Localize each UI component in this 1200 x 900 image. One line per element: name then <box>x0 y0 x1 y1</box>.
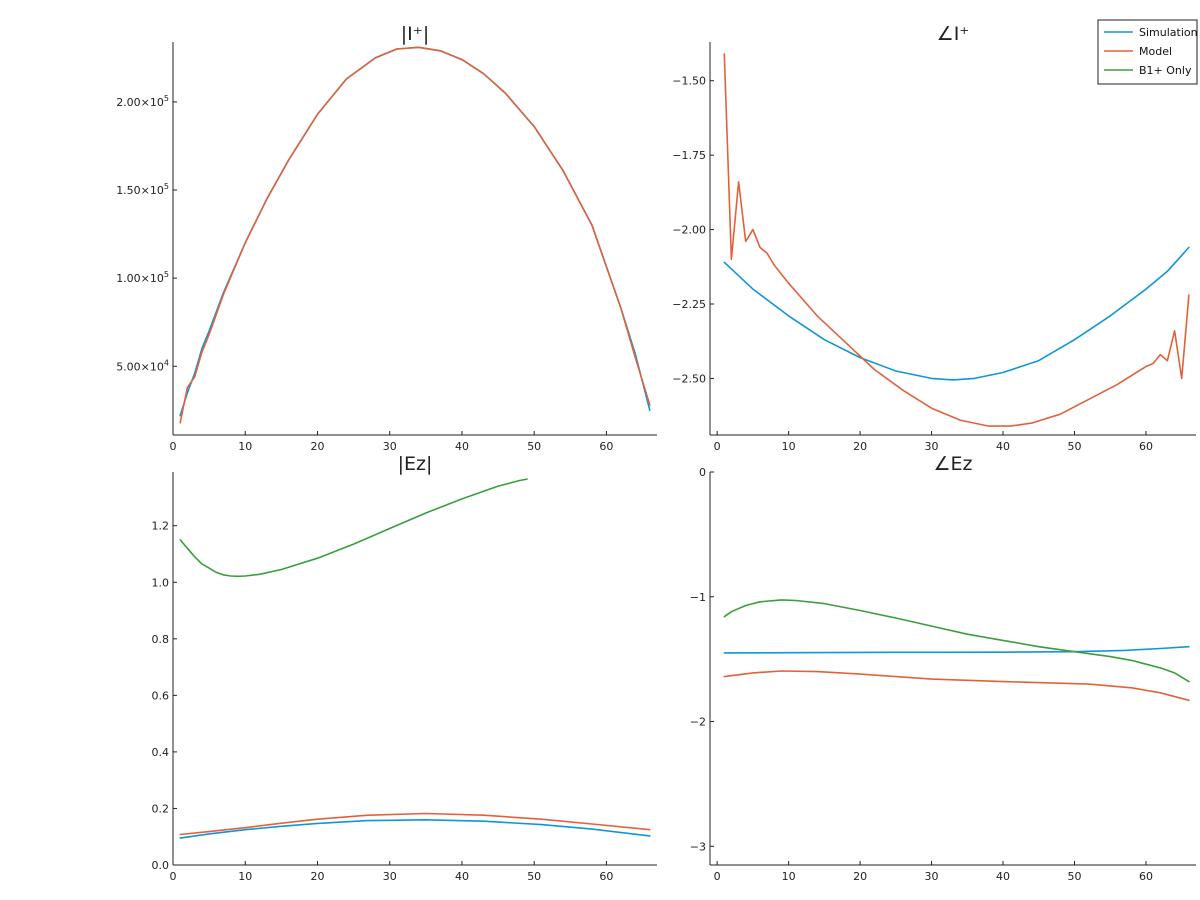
x-tick-label-ang-ez: 20 <box>853 870 867 883</box>
y-tick-label-ang-ez: −1 <box>690 591 706 604</box>
x-tick-label-mag-i: 20 <box>310 440 324 453</box>
series-line-simulation-ang-i <box>723 246 1190 381</box>
x-tick-label-ang-ez: 40 <box>996 870 1010 883</box>
panel-ang-i: ∠I⁺ 0 10 20 30 40 50 60 −1.50 −1.75 −2.00 −2.25 −2.5… <box>672 23 1196 453</box>
x-tick-label-mag-i: 50 <box>527 440 541 453</box>
x-tick-label-ang-i: 10 <box>782 440 796 453</box>
panel-mag-ez: |Ez| 0 10 20 30 40 50 60 0.0 0.2 0.4 0.6 0.8 1.0 1.2 <box>152 453 657 883</box>
x-tick-label-mag-i: 40 <box>455 440 469 453</box>
x-tick-label-mag-ez: 30 <box>383 870 397 883</box>
y-tick-label-mag-i: 2.00×105 <box>116 94 169 109</box>
panel-ang-ez: ∠Ez 0 10 20 30 40 50 60 0 −1 −2 −3 <box>690 453 1196 883</box>
x-tick-label-mag-i: 60 <box>599 440 613 453</box>
x-tick-label-ang-i: 60 <box>1139 440 1153 453</box>
y-tick-label-mag-ez: 0.2 <box>152 802 170 815</box>
legend-label-model: Model <box>1139 45 1172 58</box>
x-tick-label-ang-i: 0 <box>714 440 721 453</box>
panel-title-mag-ez: |Ez| <box>398 453 433 475</box>
x-tick-label-ang-ez: 60 <box>1139 870 1153 883</box>
y-tick-label-mag-i: 1.00×105 <box>116 270 169 285</box>
legend-box <box>1097 19 1198 85</box>
x-tick-label-ang-i: 20 <box>853 440 867 453</box>
series-line-model-mag-ez <box>179 812 651 836</box>
panel-title-mag-i: |I⁺| <box>401 23 429 45</box>
panel-title-ang-ez: ∠Ez <box>933 453 972 475</box>
legend-label-simulation: Simulation <box>1139 26 1198 39</box>
series-line-model-ang-ez <box>723 670 1190 702</box>
x-tick-label-ang-ez: 10 <box>782 870 796 883</box>
y-tick-label-mag-ez: 1.0 <box>152 576 170 589</box>
y-tick-label-mag-i: 1.50×105 <box>116 182 169 197</box>
y-tick-label-ang-i: −2.25 <box>672 298 706 311</box>
legend-label-b1-only: B1+ Only <box>1139 64 1192 77</box>
x-tick-label-mag-ez: 0 <box>170 870 177 883</box>
x-tick-label-ang-ez: 50 <box>1068 870 1082 883</box>
y-tick-label-mag-i: 5.00×104 <box>116 358 169 373</box>
legend: Simulation Model B1+ Only <box>1097 19 1198 85</box>
x-tick-label-mag-ez: 10 <box>238 870 252 883</box>
series-line-simulation-mag-ez <box>179 819 651 839</box>
y-tick-label-mag-ez: 0.8 <box>152 633 170 646</box>
y-tick-label-mag-ez: 0.4 <box>152 746 170 759</box>
y-tick-label-ang-ez: −2 <box>690 716 706 729</box>
x-tick-label-ang-i: 50 <box>1068 440 1082 453</box>
panel-mag-i: |I⁺| 0 10 20 30 40 50 60 5.00×104 1.00×105 1.50×10… <box>116 23 657 453</box>
y-tick-label-ang-i: −1.50 <box>672 75 706 88</box>
series-line-b1-only-ang-ez <box>723 599 1190 683</box>
plot-panels: |I⁺| 0 10 20 30 40 50 60 5.00×104 1.00×105 1.50×10… <box>116 23 1196 883</box>
x-tick-label-mag-ez: 40 <box>455 870 469 883</box>
x-tick-label-mag-i: 0 <box>170 440 177 453</box>
panel-title-ang-i: ∠I⁺ <box>937 23 970 45</box>
series-line-model-mag-i <box>179 46 651 424</box>
series-line-simulation-ang-ez <box>723 645 1190 654</box>
y-tick-label-ang-ez: −3 <box>690 840 706 853</box>
series-line-b1-only-mag-ez <box>179 478 528 578</box>
x-tick-label-mag-ez: 20 <box>310 870 324 883</box>
y-tick-label-mag-ez: 0.0 <box>152 859 170 872</box>
x-tick-label-ang-ez: 0 <box>714 870 721 883</box>
y-tick-label-ang-ez: 0 <box>699 466 706 479</box>
x-tick-label-ang-ez: 30 <box>925 870 939 883</box>
series-line-model-ang-i <box>723 53 1190 427</box>
x-tick-label-mag-ez: 50 <box>527 870 541 883</box>
y-tick-label-ang-i: −1.75 <box>672 149 706 162</box>
y-tick-label-ang-i: −2.00 <box>672 224 706 237</box>
y-tick-label-mag-ez: 0.6 <box>152 689 170 702</box>
y-tick-label-ang-i: −2.50 <box>672 372 706 385</box>
y-tick-label-mag-ez: 1.2 <box>152 520 170 533</box>
x-tick-label-mag-i: 30 <box>383 440 397 453</box>
x-tick-label-ang-i: 30 <box>925 440 939 453</box>
x-tick-label-mag-ez: 60 <box>599 870 613 883</box>
x-tick-label-mag-i: 10 <box>238 440 252 453</box>
x-tick-label-ang-i: 40 <box>996 440 1010 453</box>
